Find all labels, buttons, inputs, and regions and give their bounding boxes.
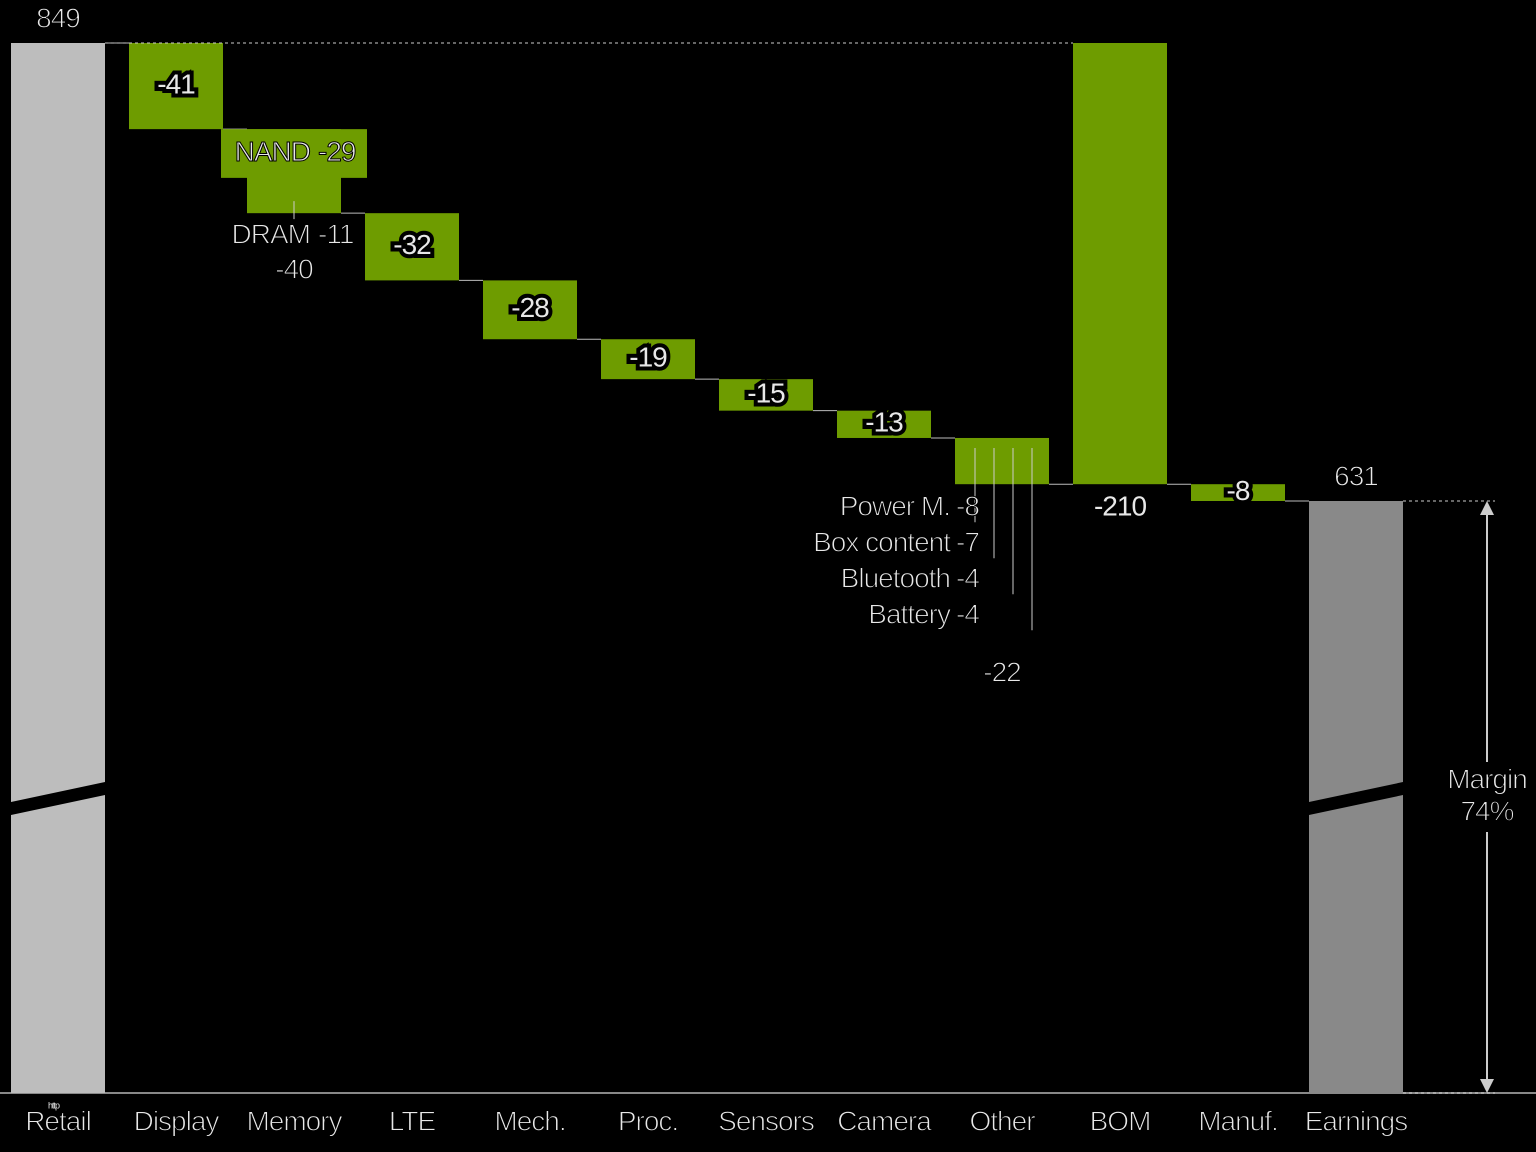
x-tick-label: Manuf. (1198, 1105, 1278, 1136)
breakdown-value: -11 (318, 219, 354, 250)
breakdown-name: Box content (813, 527, 951, 558)
value-label: -8 (1227, 475, 1250, 506)
value-label: -13 (865, 407, 903, 438)
delta-bar (483, 280, 577, 340)
x-tick-label: Retail (25, 1105, 91, 1136)
breakdown-name: Power M. (840, 491, 950, 522)
breakdown-name: Battery (868, 599, 951, 630)
breakdown-name: DRAM (232, 219, 310, 250)
breakdown-name: NAND (235, 136, 310, 167)
value-label: -32 (393, 229, 431, 260)
breakdown-value: -4 (956, 563, 979, 594)
breakdown-name: Bluetooth (841, 563, 950, 594)
margin-value: 74% (1460, 795, 1513, 826)
value-label: -22 (983, 657, 1021, 688)
value-label: -210 (1094, 491, 1146, 522)
x-tick-label: Sensors (718, 1105, 814, 1136)
value-label: 849 (36, 2, 80, 33)
arrow-head (1480, 1079, 1494, 1093)
delta-bar (601, 339, 695, 380)
value-label: 631 (1334, 460, 1378, 491)
margin-label: Margin (1447, 763, 1527, 794)
x-tick-label: Earnings (1305, 1105, 1408, 1136)
x-tick-label: Display (134, 1105, 220, 1136)
value-label: -40 (275, 254, 313, 285)
delta-bar (129, 43, 223, 130)
subtotal-bar (1073, 43, 1167, 485)
delta-bar (837, 410, 931, 438)
value-label: -28 (511, 292, 549, 323)
breakdown-segment (221, 129, 367, 178)
delta-bar (719, 379, 813, 411)
x-tick-label: Other (969, 1105, 1035, 1136)
value-label: -15 (747, 377, 785, 408)
value-label: -41 (157, 68, 195, 99)
delta-bar (365, 213, 459, 281)
arrow-head (1480, 501, 1494, 515)
total-bar (11, 43, 105, 1093)
note: http (48, 1100, 60, 1110)
x-tick-label: BOM (1090, 1105, 1151, 1136)
breakdown-value: -4 (956, 599, 979, 630)
x-tick-label: Memory (246, 1105, 342, 1136)
breakdown-value: -7 (956, 527, 979, 558)
x-tick-label: Camera (837, 1105, 932, 1136)
breakdown-value: -29 (318, 136, 356, 167)
x-tick-label: Mech. (494, 1105, 565, 1136)
x-tick-label: Proc. (618, 1105, 678, 1136)
value-label: -19 (629, 342, 667, 373)
breakdown-value: -8 (956, 491, 979, 522)
total-bar (1309, 501, 1403, 1093)
x-tick-label: LTE (389, 1105, 436, 1136)
delta-bar (1191, 484, 1285, 501)
delta-bar (955, 437, 1049, 485)
